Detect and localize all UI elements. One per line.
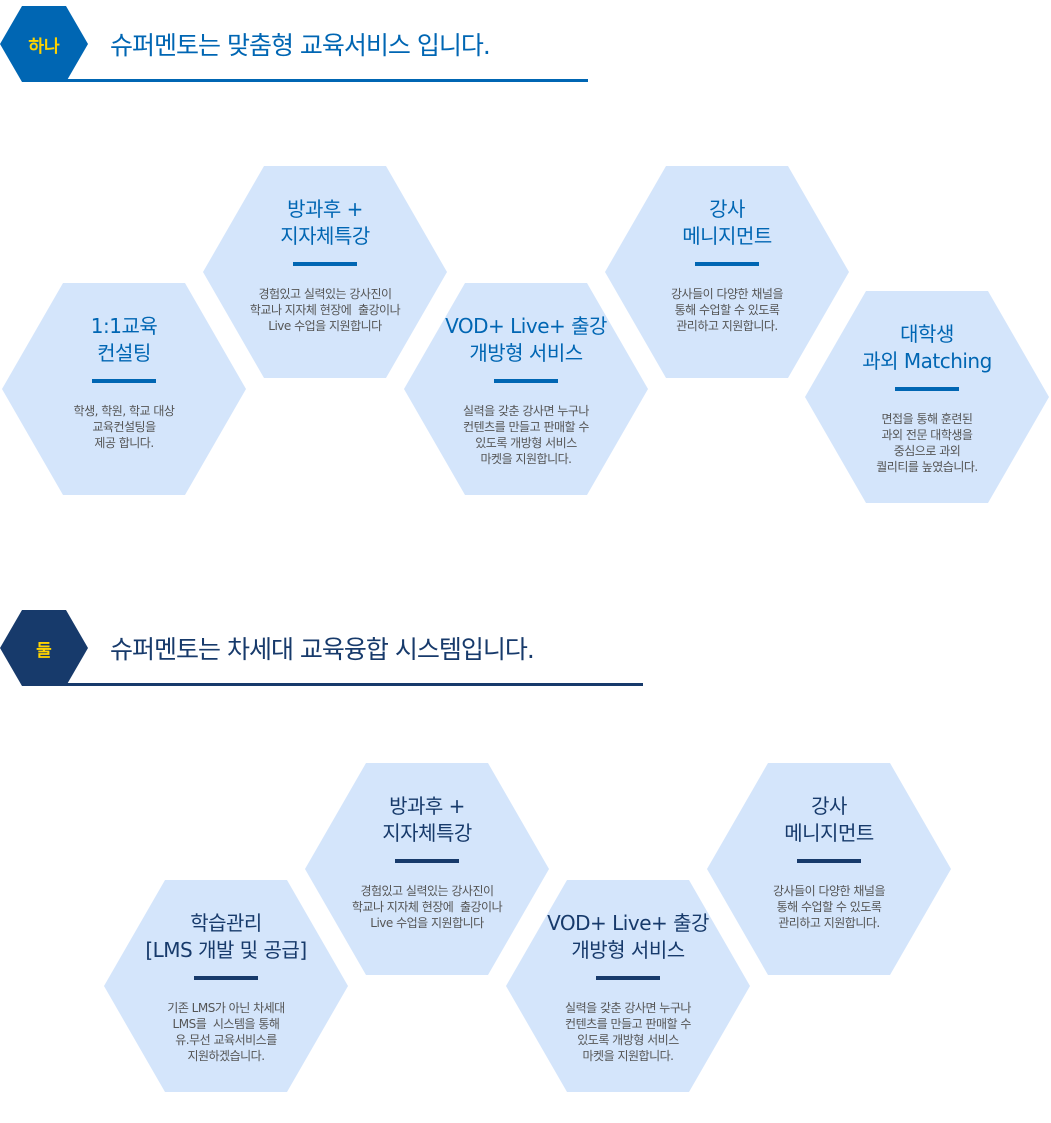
card-title: 방과후 + 지자체특강: [305, 793, 549, 847]
card-title-line: 강사: [811, 794, 847, 818]
card-description-line: 통해 수업할 수 있도록: [674, 303, 780, 317]
section-divider: [60, 79, 588, 82]
card-description-line: 실력을 갖춘 강사면 누구나: [463, 404, 589, 418]
card-divider: [293, 262, 357, 266]
card-divider: [194, 976, 258, 980]
card-title-line: 개방형 서비스: [469, 341, 583, 365]
section-divider: [60, 683, 643, 686]
section-title: 슈퍼멘토는 차세대 교육융합 시스템입니다.: [110, 635, 535, 664]
card-description-line: 통해 수업할 수 있도록: [776, 900, 882, 914]
card-divider: [596, 976, 660, 980]
card-title-line: 방과후 +: [389, 794, 465, 818]
card-description-line: 실력을 갖춘 강사면 누구나: [565, 1001, 691, 1015]
card-title-line: VOD+ Live+ 출강: [547, 911, 709, 935]
card-title-line: 컨설팅: [97, 341, 151, 365]
card-description-line: 중심으로 과외: [893, 444, 961, 458]
card-title-line: 강사: [709, 197, 745, 221]
card-title-line: 지자체특강: [280, 224, 370, 248]
card-description-line: 관리하고 지원합니다.: [676, 319, 778, 333]
card-divider: [494, 379, 558, 383]
card-description-line: 경험있고 실력있는 강사진이: [360, 884, 494, 898]
card-title-line: 학습관리: [190, 911, 262, 935]
card-title-line: 메니지먼트: [784, 821, 874, 845]
card-title-line: 방과후 +: [287, 197, 363, 221]
card-title-line: 메니지먼트: [682, 224, 772, 248]
section-title: 슈퍼멘토는 맞춤형 교육서비스 입니다.: [110, 31, 491, 60]
card-description-line: 학교나 지자체 현장에 출강이나: [249, 303, 401, 317]
card-description-line: 교육컨설팅을: [92, 420, 156, 434]
section-badge: 둘: [0, 610, 88, 686]
card-description-line: 지원하겠습니다.: [187, 1049, 265, 1063]
card-title-line: 지자체특강: [382, 821, 472, 845]
card-description-line: 학교나 지자체 현장에 출강이나: [351, 900, 503, 914]
card-description-line: 면접을 통해 훈련된: [881, 412, 973, 426]
card-title-line: 대학생: [900, 322, 954, 346]
card-title: 방과후 + 지자체특강: [203, 196, 447, 250]
card-description-line: 컨텐츠를 만들고 판매할 수: [565, 1017, 691, 1031]
card-title: 학습관리 [LMS 개발 및 공급]: [104, 910, 348, 964]
card-description-line: 경험있고 실력있는 강사진이: [258, 287, 392, 301]
card-title-line: 과외 Matching: [862, 349, 992, 373]
card-description-line: 있도록 개방형 서비스: [577, 1033, 679, 1047]
card-divider: [395, 859, 459, 863]
section-badge: 하나: [0, 6, 88, 82]
card-description-line: 제공 합니다.: [94, 436, 154, 450]
card-divider: [895, 387, 959, 391]
card-description-line: 과외 전문 대학생을: [881, 428, 973, 442]
card-description-line: 퀄리티를 높였습니다.: [876, 460, 978, 474]
card-description-line: 관리하고 지원합니다.: [778, 916, 880, 930]
card-divider: [92, 379, 156, 383]
card-description-line: 강사들이 다양한 채널을: [670, 287, 784, 301]
card-description-line: 학생, 학원, 학교 대상: [73, 404, 175, 418]
card-description-line: Live 수업을 지원합니다: [370, 916, 484, 930]
card-title-line: [LMS 개발 및 공급]: [145, 938, 307, 962]
card-description-line: LMS를 시스템을 통해: [172, 1017, 280, 1031]
card-description-line: 마켓을 지원합니다.: [480, 452, 572, 466]
card-divider: [695, 262, 759, 266]
card-description-line: 기존 LMS가 아닌 차세대: [167, 1001, 285, 1015]
card-description-line: 강사들이 다양한 채널을: [772, 884, 886, 898]
card-description-line: Live 수업을 지원합니다: [268, 319, 382, 333]
card-divider: [797, 859, 861, 863]
card-description-line: 컨텐츠를 만들고 판매할 수: [463, 420, 589, 434]
card-description-line: 있도록 개방형 서비스: [475, 436, 577, 450]
card-title-line: 개방형 서비스: [571, 938, 685, 962]
service-card: 학습관리 [LMS 개발 및 공급] 기존 LMS가 아닌 차세대 LMS를 시스템을…: [104, 880, 348, 1092]
card-description-line: 마켓을 지원합니다.: [582, 1049, 674, 1063]
card-description-line: 유.무선 교육서비스를: [175, 1033, 277, 1047]
card-title-line: VOD+ Live+ 출강: [445, 314, 607, 338]
card-title-line: 1:1교육: [90, 314, 158, 338]
